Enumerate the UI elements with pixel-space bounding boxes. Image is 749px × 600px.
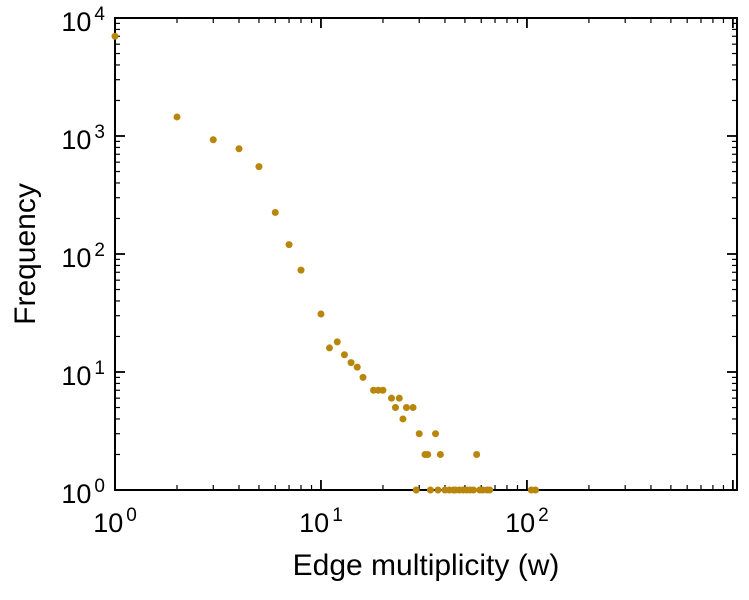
data-point [209, 136, 217, 144]
tick-base: 10 [61, 242, 92, 273]
data-point [173, 113, 181, 121]
data-point [402, 404, 410, 412]
tick-exponent: 0 [94, 475, 105, 497]
tick-base: 10 [61, 6, 92, 37]
data-point [271, 208, 279, 216]
data-point [432, 430, 440, 438]
data-point [235, 145, 243, 153]
tick-base: 10 [505, 508, 536, 538]
tick-base: 10 [93, 508, 124, 538]
data-point [434, 486, 442, 494]
data-point [395, 394, 403, 402]
tick-base: 10 [299, 508, 330, 538]
x-axis-label: Edge multiplicity (w) [292, 549, 560, 582]
tick-base: 10 [61, 124, 92, 155]
tick-exponent: 4 [94, 3, 105, 25]
data-point [353, 363, 361, 371]
data-point [317, 310, 325, 318]
data-point [340, 351, 348, 359]
data-point [370, 386, 378, 394]
data-point [399, 415, 407, 423]
tick-exponent: 3 [94, 121, 105, 143]
data-point [409, 404, 417, 412]
data-point [297, 266, 305, 274]
tick-base: 10 [61, 478, 92, 509]
y-tick-label: 10 4 [61, 5, 105, 36]
tick-exponent: 1 [94, 357, 105, 379]
y-tick-label: 10 3 [61, 123, 105, 154]
data-point [436, 450, 444, 458]
plot-frame [114, 17, 738, 491]
y-tick-label: 10 2 [61, 241, 105, 272]
data-point [469, 486, 477, 494]
data-point [255, 163, 263, 171]
x-tick-label: 10 0 [93, 506, 137, 537]
tick-exponent: 1 [332, 505, 343, 526]
tick-base: 10 [61, 360, 92, 391]
data-point [111, 32, 119, 40]
data-point [391, 404, 399, 412]
tick-exponent: 2 [94, 239, 105, 261]
tick-exponent: 0 [126, 505, 137, 526]
y-tick-label: 10 0 [61, 477, 105, 508]
data-point [285, 241, 293, 249]
x-tick-label: 10 2 [505, 506, 549, 537]
x-tick-label: 10 1 [299, 506, 343, 537]
data-point [486, 486, 494, 494]
data-point [333, 338, 341, 346]
data-point [379, 386, 387, 394]
y-axis-label: Frequency [9, 183, 42, 325]
data-point [473, 450, 481, 458]
data-point [347, 359, 355, 367]
y-tick-label: 10 1 [61, 359, 105, 390]
tick-exponent: 2 [538, 505, 549, 526]
data-point [387, 394, 395, 402]
data-point [415, 430, 423, 438]
data-point [325, 344, 333, 352]
data-point [426, 486, 434, 494]
data-point [531, 486, 539, 494]
data-point [359, 373, 367, 381]
data-point [424, 450, 432, 458]
data-point [412, 486, 420, 494]
